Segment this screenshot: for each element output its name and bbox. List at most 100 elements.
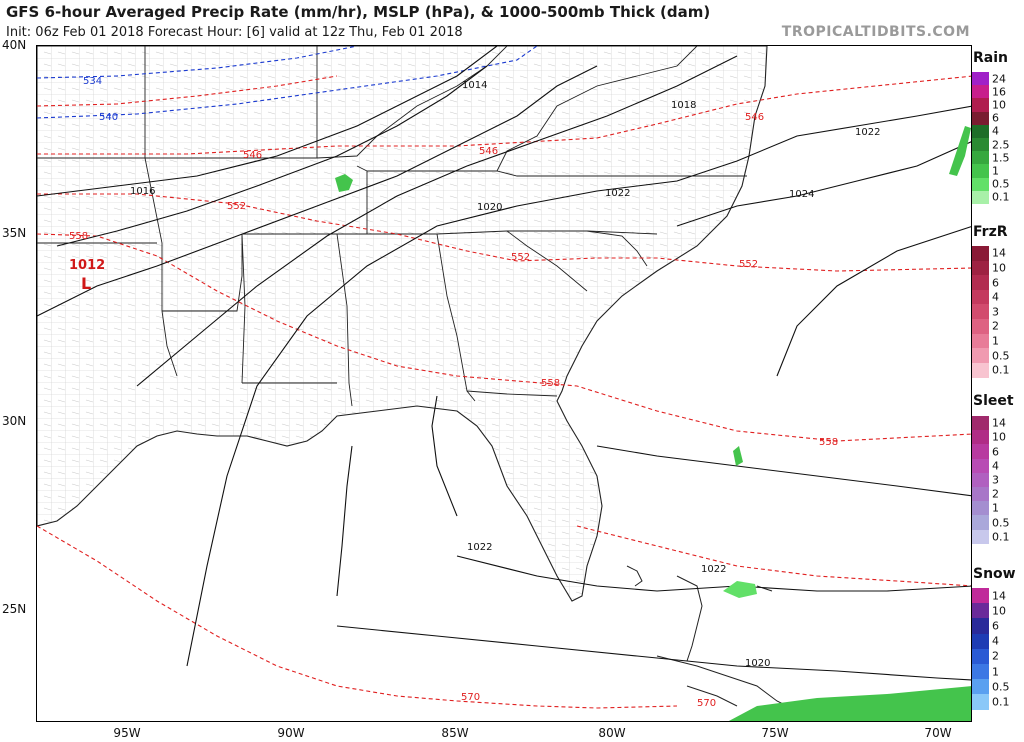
isobar-label: 1020 xyxy=(745,658,770,669)
legend-level-label: 0.1 xyxy=(992,190,1010,204)
legend-frzr-title: FrzR xyxy=(973,224,1008,240)
legend-level-label: 0.5 xyxy=(992,516,1010,529)
legend-swatch xyxy=(972,260,989,276)
lon-label-80w: 80W xyxy=(598,726,626,740)
legend-level-label: 0.1 xyxy=(992,363,1010,377)
legend-swatch xyxy=(972,124,989,139)
lat-label-40n: 40N xyxy=(2,38,27,52)
legend-level-label: 2 xyxy=(992,319,999,333)
legend-swatch xyxy=(972,472,989,488)
isobar-label: 1018 xyxy=(671,100,696,111)
isobar-label: 1022 xyxy=(701,564,726,575)
legend-swatch xyxy=(972,246,989,262)
legend-swatch xyxy=(972,458,989,474)
legend-level-label: 10 xyxy=(992,261,1006,275)
lon-label-75w: 75W xyxy=(761,726,789,740)
thickness-label: 552 xyxy=(739,259,758,270)
legend-level-label: 0.5 xyxy=(992,680,1010,694)
legend-level-label: 0.5 xyxy=(992,177,1010,191)
legend-swatch xyxy=(972,529,989,545)
legend-swatch xyxy=(972,679,989,695)
isobar-label: 1016 xyxy=(130,186,155,197)
thickness-label: 558 xyxy=(541,378,560,389)
legend-level-label: 10 xyxy=(992,604,1006,618)
legend-swatch xyxy=(972,664,989,680)
precip-areas xyxy=(335,126,971,721)
legend-swatch xyxy=(972,416,989,431)
lon-label-85w: 85W xyxy=(441,726,469,740)
legend-swatch xyxy=(972,362,989,378)
isobar-label: 1020 xyxy=(477,202,502,213)
svg-text:L: L xyxy=(81,274,91,293)
legend-level-label: 14 xyxy=(992,416,1006,430)
legend-level-label: 0.1 xyxy=(992,695,1010,709)
map-canvas: 1012 L 1014 1016 1018 1020 1022 1022 102… xyxy=(37,46,971,721)
legend-level-label: 2 xyxy=(992,649,999,663)
thickness-label: 552 xyxy=(227,201,246,212)
legend-swatch xyxy=(972,190,989,205)
legend-level-label: 10 xyxy=(992,430,1006,444)
legend-level-label: 4 xyxy=(992,459,999,473)
isobar-label: 1024 xyxy=(789,189,814,200)
lat-label-25n: 25N xyxy=(2,602,27,616)
legend-swatch xyxy=(972,275,989,291)
legend-swatch xyxy=(972,430,989,445)
legend-level-label: 6 xyxy=(992,111,999,125)
legend-sleet-title: Sleet xyxy=(973,393,1014,409)
legend-level-label: 2 xyxy=(992,487,999,501)
legend-swatch xyxy=(972,515,989,531)
legend-swatch xyxy=(972,348,989,364)
legend-level-label: 4 xyxy=(992,290,999,304)
lon-label-95w: 95W xyxy=(113,726,141,740)
svg-text:1012: 1012 xyxy=(69,258,105,273)
brand-watermark: TROPICALTIDBITS.COM xyxy=(781,24,970,40)
legend-level-label: 1 xyxy=(992,334,999,348)
thickness-cold-contours xyxy=(37,46,538,119)
thickness-label: 558 xyxy=(819,437,838,448)
legend-swatch xyxy=(972,85,989,99)
isobar-labels: 1014 1016 1018 1020 1022 1022 1022 1024 … xyxy=(130,80,880,669)
isobar-label: 1014 xyxy=(462,80,487,91)
chart-title: GFS 6-hour Averaged Precip Rate (mm/hr),… xyxy=(6,3,711,21)
legend-swatch xyxy=(972,151,989,165)
lat-label-35n: 35N xyxy=(2,226,27,240)
lat-label-30n: 30N xyxy=(2,414,27,428)
legend-level-label: 6 xyxy=(992,445,999,458)
thickness-label: 534 xyxy=(83,76,102,87)
legend-swatch xyxy=(972,138,989,152)
state-boundaries xyxy=(37,46,747,407)
legend-swatch xyxy=(972,487,989,502)
legend-swatch xyxy=(972,648,989,665)
legend-swatch xyxy=(972,603,989,619)
legend-level-label: 0.5 xyxy=(992,349,1010,362)
thickness-label: 546 xyxy=(243,150,262,161)
legend-swatch xyxy=(972,98,989,113)
legend-swatch xyxy=(972,177,989,192)
legend-level-label: 3 xyxy=(992,305,999,319)
legend-level-label: 2.5 xyxy=(992,138,1010,152)
legend-swatch xyxy=(972,501,989,516)
legend-level-label: 10 xyxy=(992,98,1006,112)
map-panel: 1012 L 1014 1016 1018 1020 1022 1022 102… xyxy=(36,45,972,722)
thickness-label: 570 xyxy=(697,698,716,709)
legend-level-label: 1.5 xyxy=(992,151,1010,165)
legend-swatch xyxy=(972,164,989,179)
legend-swatch xyxy=(972,633,989,650)
low-center: 1012 L xyxy=(69,258,105,293)
us-landmass xyxy=(37,46,768,602)
thickness-label: 546 xyxy=(479,146,498,157)
legend-level-label: 6 xyxy=(992,619,999,633)
legend-level-label: 16 xyxy=(992,85,1006,99)
isobar-label: 1022 xyxy=(467,542,492,553)
legend-level-label: 4 xyxy=(992,634,999,648)
thickness-label: 570 xyxy=(461,692,480,703)
legend-level-label: 1 xyxy=(992,164,999,178)
thickness-label: 552 xyxy=(511,252,530,263)
legend-swatch xyxy=(972,618,989,635)
legend-rain-title: Rain xyxy=(973,50,1008,66)
isobar-label: 1022 xyxy=(855,127,880,138)
legend-snow-title: Snow xyxy=(973,566,1016,582)
thickness-label: 540 xyxy=(99,112,118,123)
legend-level-label: 14 xyxy=(992,589,1006,603)
legend-swatch xyxy=(972,319,989,335)
